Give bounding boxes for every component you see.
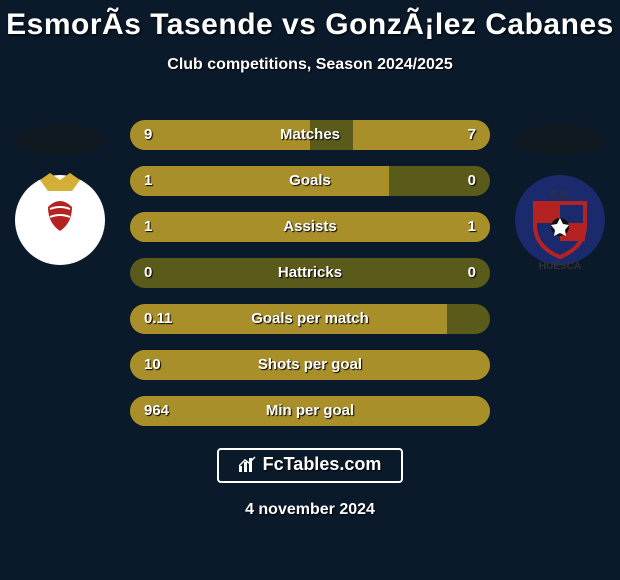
stat-fill-left bbox=[130, 212, 310, 242]
stat-value-right: 0 bbox=[468, 166, 476, 196]
stat-value-left: 10 bbox=[144, 350, 161, 380]
vs-text: vs bbox=[282, 8, 316, 41]
stat-value-right: 1 bbox=[468, 212, 476, 242]
stat-fill-left bbox=[130, 120, 310, 150]
stat-value-left: 1 bbox=[144, 166, 152, 196]
stat-row: 10Goals bbox=[130, 166, 490, 196]
stat-label: Hattricks bbox=[130, 258, 490, 288]
stat-value-right: 0 bbox=[468, 258, 476, 288]
stat-value-left: 964 bbox=[144, 396, 169, 426]
player-left-shadow bbox=[15, 125, 105, 155]
club-crest-right: S.D. HUESCA bbox=[510, 165, 610, 275]
stat-fill-right bbox=[310, 212, 490, 242]
stat-value-left: 1 bbox=[144, 212, 152, 242]
chart-icon bbox=[239, 456, 257, 477]
stat-fill-left bbox=[130, 396, 490, 426]
subtitle: Club competitions, Season 2024/2025 bbox=[0, 56, 620, 74]
svg-text:HUESCA: HUESCA bbox=[539, 261, 581, 272]
stats-rows: 97Matches10Goals11Assists00Hattricks0.11… bbox=[130, 120, 490, 442]
stat-fill-left bbox=[130, 166, 389, 196]
brand-text: FcTables.com bbox=[263, 454, 382, 474]
stat-value-left: 0 bbox=[144, 258, 152, 288]
stat-row: 11Assists bbox=[130, 212, 490, 242]
page-title: EsmorÃ­s Tasende vs GonzÃ¡lez Cabanes bbox=[0, 0, 620, 42]
player-left-name: EsmorÃ­s Tasende bbox=[6, 8, 273, 41]
date-text: 4 november 2024 bbox=[0, 501, 620, 519]
stat-row: 10Shots per goal bbox=[130, 350, 490, 380]
club-crest-left bbox=[10, 165, 110, 275]
stat-value-left: 9 bbox=[144, 120, 152, 150]
stat-value-right: 7 bbox=[468, 120, 476, 150]
player-right-name: GonzÃ¡lez Cabanes bbox=[325, 8, 614, 41]
stat-value-left: 0.11 bbox=[144, 304, 172, 334]
stat-row: 0.11Goals per match bbox=[130, 304, 490, 334]
stat-fill-left bbox=[130, 304, 447, 334]
stat-row: 97Matches bbox=[130, 120, 490, 150]
stat-row: 0 0Hattricks bbox=[130, 258, 490, 288]
brand-badge: FcTables.com bbox=[217, 448, 404, 483]
svg-text:S.D.: S.D. bbox=[550, 190, 570, 201]
player-right-shadow bbox=[515, 125, 605, 155]
stat-row: 964Min per goal bbox=[130, 396, 490, 426]
stat-fill-left bbox=[130, 350, 490, 380]
footer: FcTables.com 4 november 2024 bbox=[0, 440, 620, 519]
